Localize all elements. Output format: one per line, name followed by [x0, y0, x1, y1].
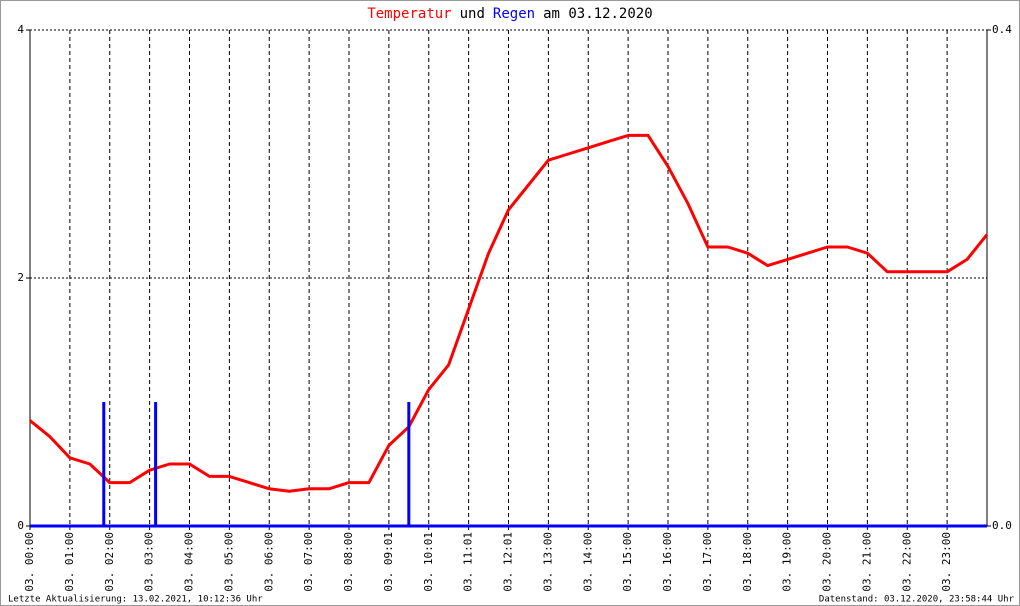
rain-bar — [102, 402, 106, 526]
x-tick-label: 03. 15:00 — [621, 532, 634, 592]
x-tick-label: 03. 19:00 — [781, 532, 794, 592]
x-tick-label: 03. 12:01 — [502, 532, 515, 592]
y2-tick-label: 0.4 — [992, 23, 1012, 36]
x-tick-label: 03. 02:00 — [103, 532, 116, 592]
x-tick-label: 03. 14:00 — [581, 532, 594, 592]
x-tick-label: 03. 07:00 — [302, 532, 315, 592]
x-tick-label: 03. 01:00 — [63, 532, 76, 592]
x-tick-label: 03. 11:01 — [462, 532, 475, 592]
x-tick-label: 03. 00:00 — [23, 532, 36, 592]
x-tick-label: 03. 21:00 — [860, 532, 873, 592]
footer-right: Datenstand: 03.12.2020, 23:58:44 Uhr — [819, 595, 1015, 605]
x-tick-label: 03. 23:00 — [940, 532, 953, 592]
x-tick-label: 03. 06:00 — [262, 532, 275, 592]
x-tick-label: 03. 20:00 — [821, 532, 834, 592]
title-part: am 03.12.2020 — [543, 6, 653, 22]
y-tick-label: 0 — [17, 519, 24, 532]
y-tick-label: 4 — [17, 23, 24, 36]
x-tick-label: 03. 04:00 — [183, 532, 196, 592]
x-tick-label: 03. 05:00 — [222, 532, 235, 592]
x-tick-label: 03. 22:00 — [900, 532, 913, 592]
footer-left: Letzte Aktualisierung: 13.02.2021, 10:12… — [8, 595, 263, 605]
title-part: Temperatur — [367, 6, 451, 22]
x-tick-label: 03. 08:00 — [342, 532, 355, 592]
chart-title: Temperatur und Regen am 03.12.2020 — [367, 6, 652, 22]
y2-tick-label: 0.0 — [992, 519, 1012, 532]
x-tick-label: 03. 09:01 — [382, 532, 395, 592]
title-part: Regen — [493, 6, 535, 22]
x-tick-label: 03. 10:01 — [422, 532, 435, 592]
x-tick-label: 03. 13:00 — [541, 532, 554, 592]
temperature-line — [29, 133, 989, 493]
x-tick-label: 03. 17:00 — [701, 532, 714, 592]
rain-bar — [154, 402, 158, 526]
rain-bar — [407, 402, 411, 526]
title-part: und — [460, 6, 485, 22]
x-tick-label: 03. 16:00 — [661, 532, 674, 592]
x-tick-label: 03. 18:00 — [741, 532, 754, 592]
x-tick-label: 03. 03:00 — [143, 532, 156, 592]
y-tick-label: 2 — [17, 271, 24, 284]
